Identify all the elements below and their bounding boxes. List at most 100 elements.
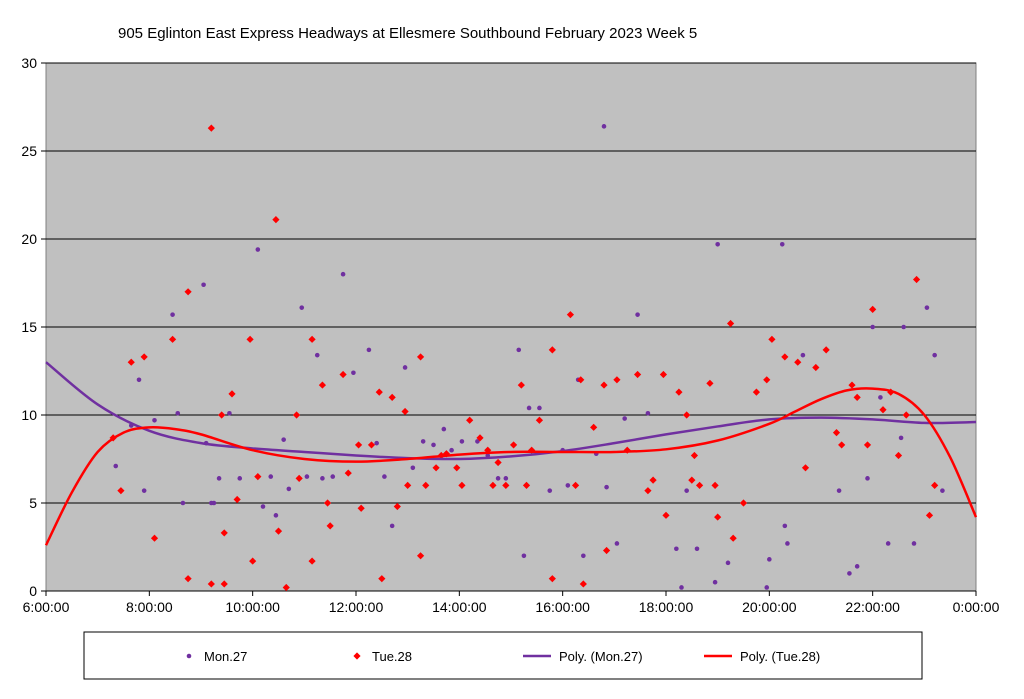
point-tue-28 <box>912 275 921 284</box>
point-mon-27 <box>503 476 509 481</box>
point-tue-28 <box>184 575 192 583</box>
point-tue-28 <box>794 358 802 366</box>
point-tue-28 <box>401 407 409 416</box>
y-tick-label: 10 <box>21 407 37 423</box>
y-tick-label: 30 <box>21 55 37 71</box>
point-mon-27 <box>604 484 609 490</box>
x-tick-label: 14:00:00 <box>432 599 487 615</box>
point-mon-27 <box>854 564 860 569</box>
point-tue-28 <box>318 381 327 389</box>
point-mon-27 <box>410 465 416 471</box>
point-mon-27 <box>547 488 553 493</box>
point-tue-28 <box>453 464 461 472</box>
point-mon-27 <box>216 476 222 481</box>
point-tue-28 <box>602 546 611 555</box>
legend-box <box>83 631 923 680</box>
point-tue-28 <box>517 381 525 389</box>
point-tue-28 <box>711 481 719 489</box>
point-mon-27 <box>940 488 945 493</box>
point-mon-27 <box>878 395 883 400</box>
point-mon-27 <box>273 513 279 518</box>
legend: Mon.27 Tue.28 Poly. (Mon.27) Poly. (Tue.28) <box>83 631 923 680</box>
point-mon-27 <box>847 571 852 576</box>
point-mon-27 <box>255 247 261 252</box>
point-mon-27 <box>785 541 790 546</box>
point-mon-27 <box>645 410 651 416</box>
point-mon-27 <box>475 439 480 444</box>
point-tue-28 <box>466 416 474 424</box>
point-mon-27 <box>870 324 875 330</box>
point-tue-28 <box>781 353 789 361</box>
point-tue-28 <box>509 441 518 449</box>
point-mon-27 <box>581 553 586 559</box>
point-tue-28 <box>416 552 425 560</box>
point-tue-28 <box>184 288 192 296</box>
point-mon-27 <box>330 474 336 479</box>
point-tue-28 <box>254 473 262 481</box>
point-tue-28 <box>739 499 748 507</box>
point-tue-28 <box>925 511 934 519</box>
point-tue-28 <box>233 495 241 504</box>
point-tue-28 <box>489 481 497 489</box>
point-tue-28 <box>282 583 290 592</box>
point-tue-28 <box>249 557 257 565</box>
point-tue-28 <box>502 481 510 489</box>
point-mon-27 <box>800 352 806 358</box>
point-tue-28 <box>894 451 903 460</box>
point-mon-27 <box>932 352 937 358</box>
x-axis-ticks: 6:00:00 8:00:00 10:00:00 12:00:00 14:00:00 16… <box>23 590 1000 615</box>
point-mon-27 <box>526 405 532 411</box>
chart-title: 905 Eglinton East Express Headways at El… <box>118 25 697 42</box>
point-tue-28 <box>339 370 347 379</box>
point-tue-28 <box>662 511 670 519</box>
point-mon-27 <box>459 439 465 444</box>
point-tue-28 <box>566 311 575 319</box>
point-tue-28 <box>127 358 135 366</box>
y-tick-label: 5 <box>29 495 37 511</box>
point-mon-27 <box>237 476 243 481</box>
point-mon-27 <box>201 282 206 288</box>
point-tue-28 <box>140 353 148 361</box>
point-tue-28 <box>272 216 280 224</box>
point-tue-28 <box>768 335 776 343</box>
point-mon-27 <box>402 365 408 370</box>
legend-marker <box>353 652 361 660</box>
point-mon-27 <box>622 416 627 421</box>
point-mon-27 <box>141 488 147 493</box>
point-tue-28 <box>853 393 861 401</box>
point-tue-28 <box>590 423 598 431</box>
point-mon-27 <box>366 347 372 353</box>
point-tue-28 <box>274 527 283 535</box>
point-tue-28 <box>422 481 430 489</box>
point-tue-28 <box>378 575 386 583</box>
point-tue-28 <box>308 557 316 565</box>
point-mon-27 <box>351 370 356 376</box>
point-tue-28 <box>600 381 608 389</box>
point-mon-27 <box>431 442 436 448</box>
point-tue-28 <box>714 513 722 521</box>
point-mon-27 <box>782 523 788 529</box>
point-tue-28 <box>220 529 228 537</box>
point-tue-28 <box>308 335 316 343</box>
point-mon-27 <box>286 486 292 492</box>
point-mon-27 <box>898 435 904 441</box>
y-tick-label: 20 <box>21 231 37 247</box>
point-mon-27 <box>767 557 772 562</box>
point-mon-27 <box>565 483 571 488</box>
x-tick-label: 16:00:00 <box>535 599 590 615</box>
point-tue-28 <box>207 124 215 132</box>
point-tue-28 <box>838 441 846 449</box>
y-tick-label: 0 <box>29 583 37 599</box>
point-mon-27 <box>715 241 720 247</box>
point-tue-28 <box>168 335 177 343</box>
point-tue-28 <box>228 390 236 398</box>
point-tue-28 <box>218 411 226 419</box>
x-tick-label: 20:00:00 <box>742 599 797 615</box>
point-tue-28 <box>207 580 215 588</box>
legend-marker <box>186 653 192 659</box>
point-mon-27 <box>340 271 346 277</box>
point-mon-27 <box>136 377 142 383</box>
point-mon-27 <box>382 474 387 479</box>
point-mon-27 <box>516 347 522 353</box>
